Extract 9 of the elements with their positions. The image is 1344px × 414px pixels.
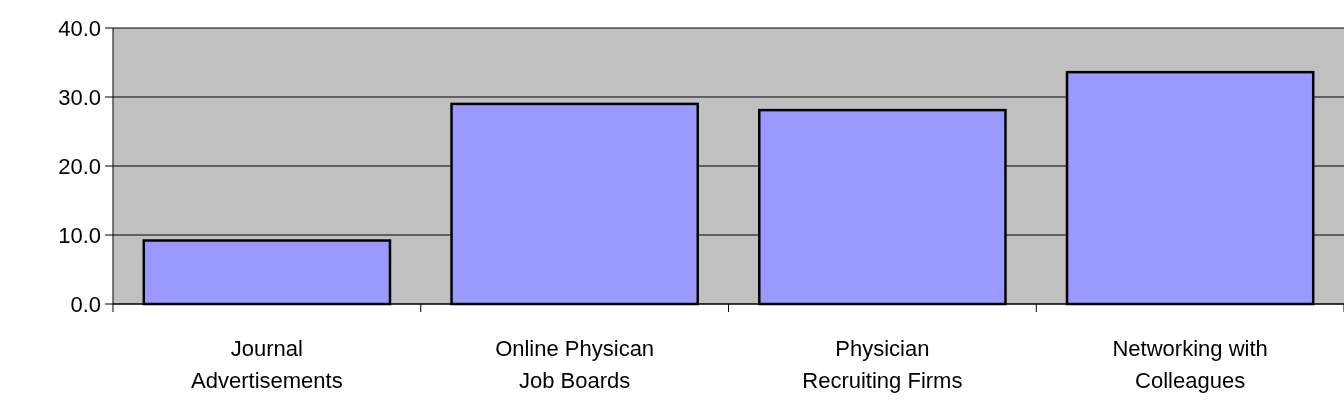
y-tick-label: 10.0 — [58, 222, 101, 248]
y-tick-label: 30.0 — [58, 84, 101, 110]
y-tick-label: 0.0 — [70, 291, 101, 317]
x-tick-label: Journal Advertisements — [191, 336, 343, 393]
y-tick-label: 20.0 — [58, 153, 101, 179]
y-tick-label: 40.0 — [58, 15, 101, 41]
x-tick-label: Online Physican Job Boards — [495, 336, 655, 393]
x-tick-label: Networking with Colleagues — [1112, 336, 1268, 393]
x-tick-label: Physician Recruiting Firms — [802, 336, 963, 393]
